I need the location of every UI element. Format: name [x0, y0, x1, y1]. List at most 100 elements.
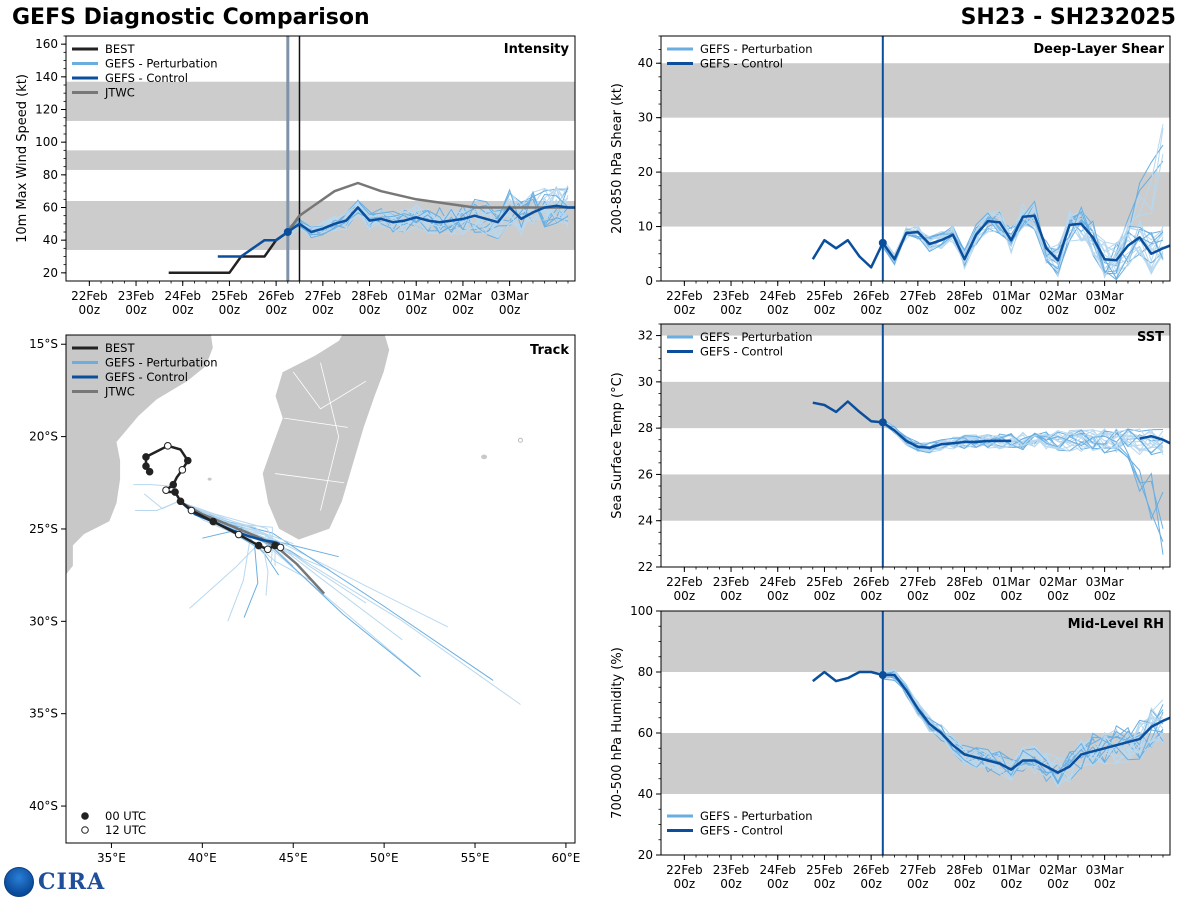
intensity-panel: 2040608010012014016022Feb00z23Feb00z24Fe…: [15, 35, 576, 317]
threshold-band: [661, 474, 1170, 521]
rh-plot-area: [661, 611, 1170, 855]
legend-label: JTWC: [104, 86, 135, 100]
legend-12utc-marker: [81, 826, 89, 834]
best-track-12utc-marker: [263, 545, 272, 554]
series-line-gefs-control: [811, 214, 1170, 269]
rh-panel: 2040608010022Feb00z23Feb00z24Feb00z25Feb…: [610, 604, 1171, 891]
x-tick-date-label: 02Mar: [1039, 289, 1077, 303]
series-line-gefs-control: [812, 670, 1170, 774]
best-track-00utc-marker: [209, 517, 218, 526]
x-tick-date-label: 23Feb: [713, 575, 750, 589]
x-tick-hour-label: 00z: [499, 303, 521, 317]
longitude-tick-label: 60°E: [551, 851, 580, 865]
legend-label: GEFS - Control: [105, 71, 188, 85]
legend-label: JTWC: [104, 385, 135, 399]
series-line-gefs-control: [812, 400, 1012, 450]
y-tick-label: 80: [638, 665, 653, 679]
y-tick-label: 30: [638, 111, 653, 125]
longitude-tick-label: 50°E: [370, 851, 399, 865]
ensemble-track: [133, 484, 176, 487]
legend-label: GEFS - Perturbation: [105, 57, 218, 71]
x-tick-date-label: 02Mar: [444, 289, 482, 303]
x-tick-hour-label: 00z: [79, 303, 101, 317]
threshold-band: [661, 324, 1170, 336]
threshold-band: [66, 81, 575, 121]
x-tick-hour-label: 00z: [907, 303, 929, 317]
ensemble-track: [178, 500, 276, 566]
ensemble-member-line: [287, 193, 569, 240]
y-tick-label: 28: [638, 421, 653, 435]
longitude-tick-label: 45°E: [279, 851, 308, 865]
best-track-12utc-marker: [164, 442, 172, 450]
ensemble-track: [143, 493, 179, 510]
x-tick-hour-label: 00z: [720, 303, 742, 317]
x-tick-date-label: 03Mar: [1086, 863, 1124, 877]
shear-panel: 01020304022Feb00z23Feb00z24Feb00z25Feb00…: [610, 35, 1171, 317]
x-tick-date-label: 28Feb: [351, 289, 388, 303]
y-tick-label: 40: [638, 56, 653, 70]
threshold-band: [661, 381, 1170, 429]
threshold-band: [661, 63, 1170, 118]
analysis-point: [878, 238, 887, 247]
y-tick-label: 30: [638, 375, 653, 389]
africa-land: [66, 335, 214, 576]
series-line-jtwc: [286, 181, 575, 233]
y-tick-label: 0: [645, 274, 653, 288]
x-tick-hour-label: 00z: [1094, 589, 1116, 603]
x-tick-date-label: 03Mar: [1086, 289, 1124, 303]
y-tick-label: 24: [638, 514, 653, 528]
series-line-gefs-control: [1139, 434, 1170, 445]
x-tick-hour-label: 00z: [1094, 303, 1116, 317]
latitude-tick-label: 15°S: [29, 337, 58, 351]
ensemble-member-line: [882, 424, 1164, 454]
x-tick-date-label: 22Feb: [666, 863, 703, 877]
europa-island: [207, 477, 212, 481]
x-tick-date-label: 02Mar: [1039, 575, 1077, 589]
y-tick-label: 60: [638, 726, 653, 740]
x-tick-hour-label: 00z: [767, 589, 789, 603]
x-tick-hour-label: 00z: [860, 303, 882, 317]
ensemble-member-line: [882, 419, 1164, 453]
best-track-00utc-marker: [183, 456, 192, 465]
x-tick-date-label: 27Feb: [900, 289, 937, 303]
marker-legend-label: 00 UTC: [105, 809, 146, 823]
ensemble-member-line: [882, 669, 1164, 787]
ensemble-member-line: [882, 209, 1164, 274]
y-tick-label: 100: [35, 135, 58, 149]
ensemble-track: [135, 500, 179, 511]
x-tick-hour-label: 00z: [1000, 877, 1022, 891]
ensemble-member-line: [882, 128, 1164, 264]
cira-logo-text: CIRA: [38, 869, 106, 895]
longitude-tick-label: 35°E: [97, 851, 126, 865]
x-tick-hour-label: 00z: [860, 877, 882, 891]
longitude-tick-label: 40°E: [188, 851, 217, 865]
legend-label: GEFS - Perturbation: [105, 356, 218, 370]
x-tick-hour-label: 00z: [674, 589, 696, 603]
x-tick-hour-label: 00z: [359, 303, 381, 317]
x-tick-hour-label: 00z: [954, 589, 976, 603]
x-tick-date-label: 01Mar: [992, 289, 1030, 303]
x-tick-date-label: 27Feb: [900, 575, 937, 589]
x-tick-hour-label: 00z: [674, 877, 696, 891]
threshold-band: [66, 150, 575, 170]
threshold-band: [661, 172, 1170, 227]
y-tick-label: 140: [35, 70, 58, 84]
sst-panel: 22242628303222Feb00z23Feb00z24Feb00z25Fe…: [610, 323, 1171, 603]
latitude-tick-label: 35°S: [29, 707, 58, 721]
noaa-globe-icon: [4, 867, 34, 897]
x-tick-date-label: 24Feb: [759, 863, 796, 877]
y-tick-label: 160: [35, 37, 58, 51]
y-tick-label: 20: [638, 165, 653, 179]
best-track-00utc-marker: [145, 467, 154, 476]
panel-title: Mid-Level RH: [1068, 617, 1164, 632]
x-tick-hour-label: 00z: [1000, 303, 1022, 317]
panel-title: Track: [530, 343, 569, 358]
legend-label: BEST: [105, 341, 135, 355]
y-tick-label: 22: [638, 560, 653, 574]
x-tick-date-label: 24Feb: [759, 289, 796, 303]
x-tick-date-label: 23Feb: [118, 289, 155, 303]
x-tick-hour-label: 00z: [452, 303, 474, 317]
x-tick-hour-label: 00z: [1000, 589, 1022, 603]
panel-title: Deep-Layer Shear: [1033, 42, 1164, 57]
x-tick-date-label: 01Mar: [992, 575, 1030, 589]
